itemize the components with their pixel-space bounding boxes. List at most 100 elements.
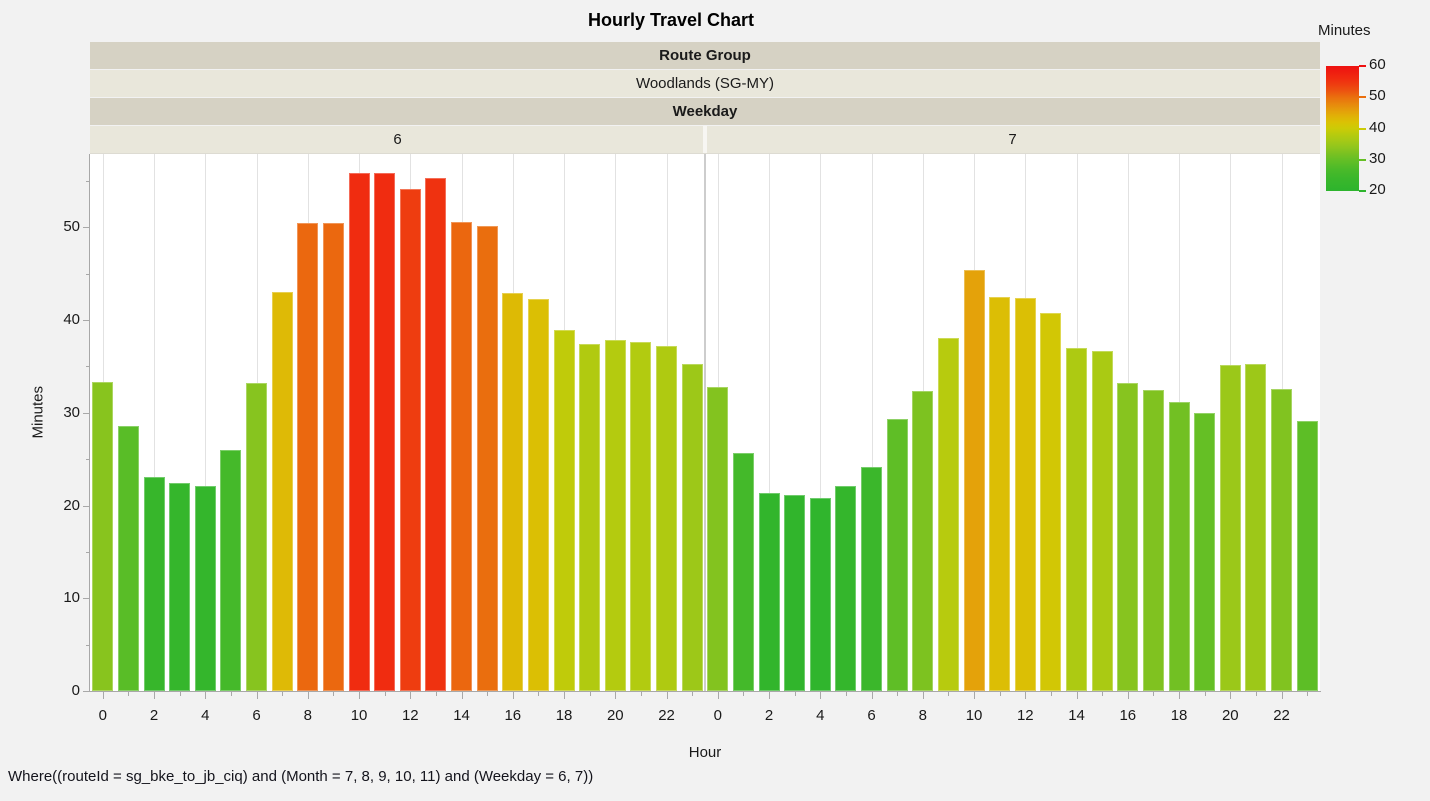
bar-weekday-6-hour-9[interactable]	[322, 222, 344, 691]
bar-weekday-6-hour-5[interactable]	[220, 449, 242, 691]
bar-weekday-7-hour-0[interactable]	[707, 386, 729, 691]
panel-label-divider	[703, 126, 707, 153]
bar-weekday-7-hour-20[interactable]	[1219, 365, 1241, 691]
bar-weekday-6-hour-15[interactable]	[476, 226, 498, 691]
bar-weekday-7-hour-22[interactable]	[1271, 388, 1293, 691]
bar-weekday-6-hour-12[interactable]	[399, 189, 421, 691]
chart-title: Hourly Travel Chart	[587, 10, 755, 30]
x-tick-label-weekday-6-hour-10: 10	[350, 707, 368, 724]
bar-weekday-7-hour-1[interactable]	[732, 452, 754, 691]
bar-weekday-7-hour-14[interactable]	[1066, 347, 1088, 691]
bar-weekday-7-hour-10[interactable]	[963, 269, 985, 691]
weekday-header: Weekday	[90, 98, 1320, 125]
y-tick-20	[83, 505, 90, 507]
x-tick-weekday-7-hour-4	[820, 692, 822, 699]
x-tick-weekday-7-hour-2	[769, 692, 771, 699]
x-tick-label-weekday-7-hour-6: 6	[867, 707, 876, 724]
bar-weekday-7-hour-8[interactable]	[912, 391, 934, 691]
x-tick-label-weekday-7-hour-12: 12	[1016, 707, 1034, 724]
bar-weekday-7-hour-3[interactable]	[784, 495, 806, 691]
bar-weekday-6-hour-6[interactable]	[246, 383, 268, 691]
bar-weekday-6-hour-20[interactable]	[604, 340, 626, 691]
bar-weekday-7-hour-2[interactable]	[758, 492, 780, 691]
x-tick-label-weekday-6-hour-18: 18	[555, 707, 573, 724]
bar-weekday-7-hour-21[interactable]	[1245, 363, 1267, 691]
bar-weekday-7-hour-23[interactable]	[1296, 421, 1318, 691]
x-axis-title: Hour	[688, 744, 722, 761]
bar-weekday-7-hour-9[interactable]	[937, 337, 959, 691]
legend-tick-label-30: 30	[1369, 149, 1386, 167]
bar-weekday-7-hour-13[interactable]	[1040, 312, 1062, 691]
bar-weekday-6-hour-11[interactable]	[374, 172, 396, 691]
x-tick-weekday-6-hour-7	[282, 692, 284, 696]
bar-weekday-7-hour-11[interactable]	[989, 296, 1011, 691]
y-tick-10	[83, 598, 90, 600]
y-tick-label-30: 30	[63, 403, 80, 421]
bar-weekday-7-hour-7[interactable]	[886, 419, 908, 691]
bar-weekday-6-hour-18[interactable]	[553, 330, 575, 691]
x-tick-label-weekday-6-hour-0: 0	[98, 707, 107, 724]
route-group-value: Woodlands (SG-MY)	[90, 70, 1320, 97]
x-tick-weekday-7-hour-7	[897, 692, 899, 696]
y-tick-label-50: 50	[63, 218, 80, 236]
x-tick-weekday-6-hour-1	[128, 692, 130, 696]
x-tick-weekday-6-hour-0	[102, 692, 104, 699]
y-axis-line	[89, 154, 90, 692]
x-tick-weekday-6-hour-4	[205, 692, 207, 699]
bar-weekday-6-hour-2[interactable]	[143, 476, 165, 691]
y-tick-30	[83, 412, 90, 414]
bar-weekday-6-hour-23[interactable]	[681, 363, 703, 691]
x-tick-label-weekday-6-hour-2: 2	[149, 707, 159, 724]
legend-tick-label-20: 20	[1369, 181, 1386, 198]
x-tick-weekday-7-hour-17	[1153, 692, 1155, 696]
y-minor-tick-15	[86, 551, 90, 553]
x-tick-weekday-7-hour-21	[1255, 692, 1257, 696]
bar-weekday-6-hour-16[interactable]	[502, 293, 524, 691]
x-tick-label-weekday-7-hour-8: 8	[918, 707, 927, 724]
bar-weekday-7-hour-16[interactable]	[1117, 383, 1139, 691]
y-tick-0	[83, 691, 90, 692]
x-tick-label-weekday-6-hour-20: 20	[606, 707, 624, 724]
bar-weekday-6-hour-0[interactable]	[92, 382, 114, 691]
bar-weekday-7-hour-4[interactable]	[809, 498, 831, 691]
bar-weekday-6-hour-1[interactable]	[117, 425, 139, 691]
x-tick-weekday-7-hour-19	[1204, 692, 1206, 696]
bar-weekday-6-hour-7[interactable]	[271, 292, 293, 691]
x-tick-label-weekday-6-hour-8: 8	[303, 707, 312, 724]
bar-weekday-7-hour-17[interactable]	[1142, 389, 1164, 691]
where-clause: Where((routeId = sg_bke_to_jb_ciq) and (…	[8, 768, 594, 785]
legend-tick-label-60: 60	[1369, 56, 1386, 73]
x-tick-weekday-7-hour-6	[871, 692, 873, 699]
x-tick-weekday-7-hour-14	[1076, 692, 1078, 699]
panel-label-weekday-7: 7	[1008, 131, 1017, 148]
bar-weekday-6-hour-4[interactable]	[194, 486, 216, 691]
bar-weekday-6-hour-21[interactable]	[630, 342, 652, 691]
bar-weekday-6-hour-8[interactable]	[297, 222, 319, 691]
x-tick-weekday-7-hour-18	[1179, 692, 1181, 699]
bar-weekday-6-hour-17[interactable]	[527, 298, 549, 691]
x-tick-weekday-6-hour-3	[179, 692, 181, 696]
bar-weekday-6-hour-13[interactable]	[425, 178, 447, 691]
x-tick-label-weekday-7-hour-10: 10	[965, 707, 983, 724]
bar-weekday-6-hour-3[interactable]	[169, 483, 191, 691]
x-tick-weekday-6-hour-12	[410, 692, 412, 699]
bar-weekday-6-hour-22[interactable]	[656, 345, 678, 691]
bar-weekday-7-hour-12[interactable]	[1014, 297, 1036, 691]
x-tick-label-weekday-7-hour-14: 14	[1068, 707, 1085, 724]
x-tick-weekday-6-hour-5	[230, 692, 232, 696]
x-tick-weekday-7-hour-0	[717, 692, 719, 699]
y-tick-label-0: 0	[71, 682, 80, 699]
bar-weekday-7-hour-5[interactable]	[835, 486, 857, 691]
y-minor-tick-45	[86, 273, 90, 275]
bar-weekday-6-hour-10[interactable]	[348, 172, 370, 691]
legend-tick-50	[1359, 96, 1366, 99]
bar-weekday-7-hour-19[interactable]	[1194, 412, 1216, 691]
x-tick-label-weekday-7-hour-2: 2	[764, 707, 774, 724]
bar-weekday-6-hour-19[interactable]	[579, 344, 601, 691]
bar-weekday-7-hour-6[interactable]	[861, 467, 883, 691]
bar-weekday-7-hour-18[interactable]	[1168, 401, 1190, 691]
bar-weekday-7-hour-15[interactable]	[1091, 350, 1113, 691]
bar-weekday-6-hour-14[interactable]	[451, 221, 473, 691]
x-tick-weekday-7-hour-10	[974, 692, 976, 699]
